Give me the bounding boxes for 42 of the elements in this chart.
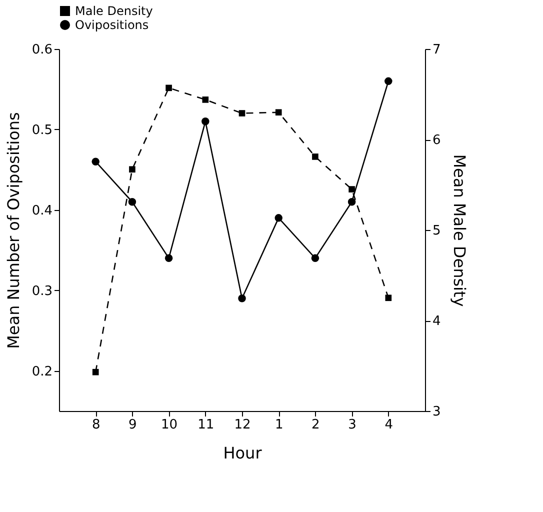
x-tick-label: 2 bbox=[312, 418, 320, 432]
point bbox=[92, 368, 99, 376]
point bbox=[348, 186, 355, 192]
point bbox=[128, 198, 136, 206]
point bbox=[202, 96, 209, 103]
y-tick-label: 0.6 bbox=[32, 42, 52, 58]
y2-tick-label: 7 bbox=[432, 42, 441, 58]
point bbox=[348, 198, 356, 206]
y2-axis-title: Mean Male Density bbox=[450, 154, 469, 307]
point bbox=[312, 154, 318, 160]
legend-label: Male Density bbox=[75, 4, 153, 18]
y2-tick-label: 5 bbox=[432, 224, 441, 238]
x-tick-label: 3 bbox=[348, 418, 356, 432]
point bbox=[385, 294, 392, 302]
y-tick-label: 0.2 bbox=[32, 364, 52, 380]
y2-tick-label: 4 bbox=[432, 314, 441, 329]
x-tick-label: 12 bbox=[234, 418, 251, 432]
y-tick-label: 0.5 bbox=[32, 122, 52, 138]
point bbox=[166, 84, 172, 92]
legend-label: Ovipositions bbox=[75, 18, 149, 32]
point bbox=[384, 77, 392, 86]
x-tick-label: 11 bbox=[198, 418, 214, 432]
point bbox=[202, 118, 210, 126]
point bbox=[238, 294, 246, 302]
x-tick-label: 10 bbox=[161, 418, 178, 432]
point bbox=[311, 254, 320, 262]
y-tick-label: 0.4 bbox=[32, 203, 52, 218]
x-tick-label: 4 bbox=[384, 418, 394, 432]
y-axis-title: Mean Number of Ovipositions bbox=[4, 112, 23, 349]
point bbox=[238, 110, 246, 116]
point bbox=[275, 109, 282, 116]
y2-tick-label: 3 bbox=[432, 404, 441, 420]
point bbox=[274, 214, 282, 222]
y-tick-label: 0.3 bbox=[32, 284, 52, 299]
x-tick-label: 9 bbox=[128, 418, 137, 432]
x-tick-label: 1 bbox=[274, 418, 284, 432]
point bbox=[129, 166, 136, 173]
point bbox=[164, 254, 173, 262]
x-axis-title: Hour bbox=[223, 444, 262, 462]
x-tick-label: 8 bbox=[92, 418, 100, 432]
y2-tick-label: 6 bbox=[432, 133, 441, 148]
point bbox=[92, 158, 100, 166]
